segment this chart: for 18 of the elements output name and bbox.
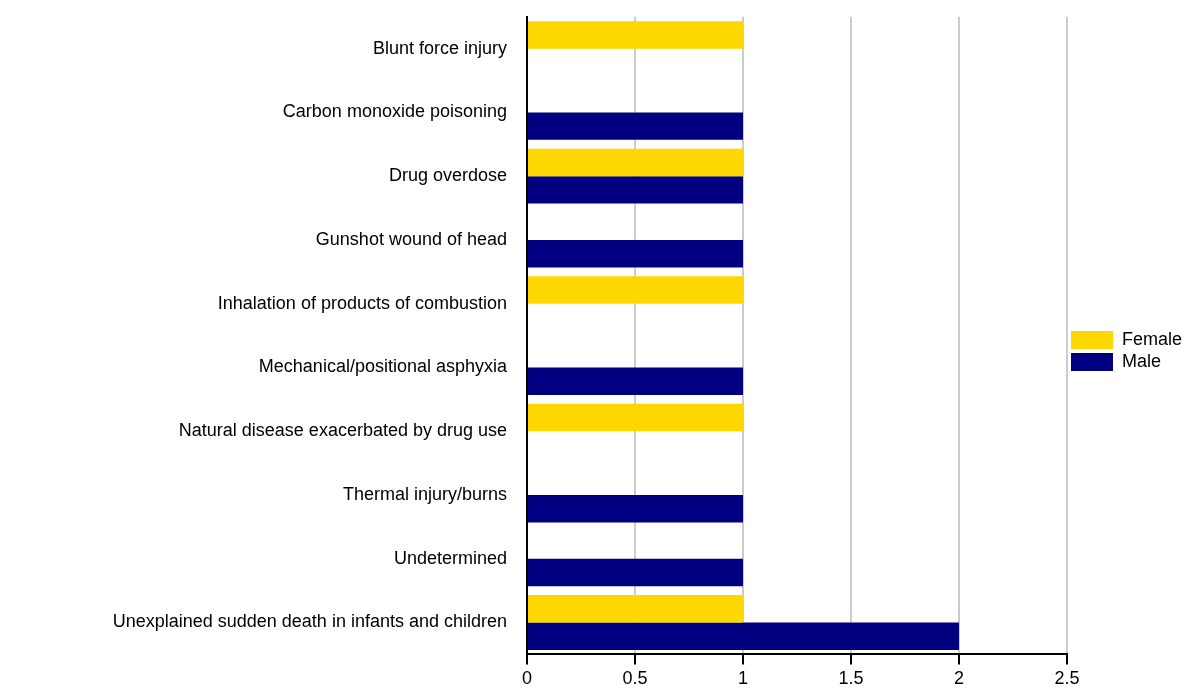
y-tick-label: Mechanical/positional asphyxia (258, 356, 508, 377)
y-tick-label: Gunshot wound of head (315, 228, 507, 249)
legend-label: Female (1121, 328, 1183, 349)
x-tick-label: 1.5 (838, 668, 864, 689)
y-tick-label: Carbon monoxide poisoning (282, 101, 507, 122)
x-tick-label: 0.5 (622, 668, 648, 689)
y-tick-label: Unexplained sudden death in infants and children (112, 611, 507, 632)
legend-label: Male (1121, 350, 1161, 371)
y-tick-label: Thermal injury/burns (342, 483, 507, 504)
x-tick-label: 2 (953, 668, 964, 689)
y-tick-label: Undetermined (393, 547, 507, 568)
x-tick-label: 0 (521, 668, 533, 689)
x-tick-label: 1 (737, 668, 748, 689)
x-tick-label: 2.5 (1054, 668, 1080, 689)
y-tick-label: Inhalation of products of combustion (217, 292, 507, 313)
y-tick-label: Drug overdose (388, 165, 507, 186)
y-tick-label: Blunt force injury (372, 37, 507, 58)
y-tick-label: Natural disease exacerbated by drug use (178, 420, 507, 441)
